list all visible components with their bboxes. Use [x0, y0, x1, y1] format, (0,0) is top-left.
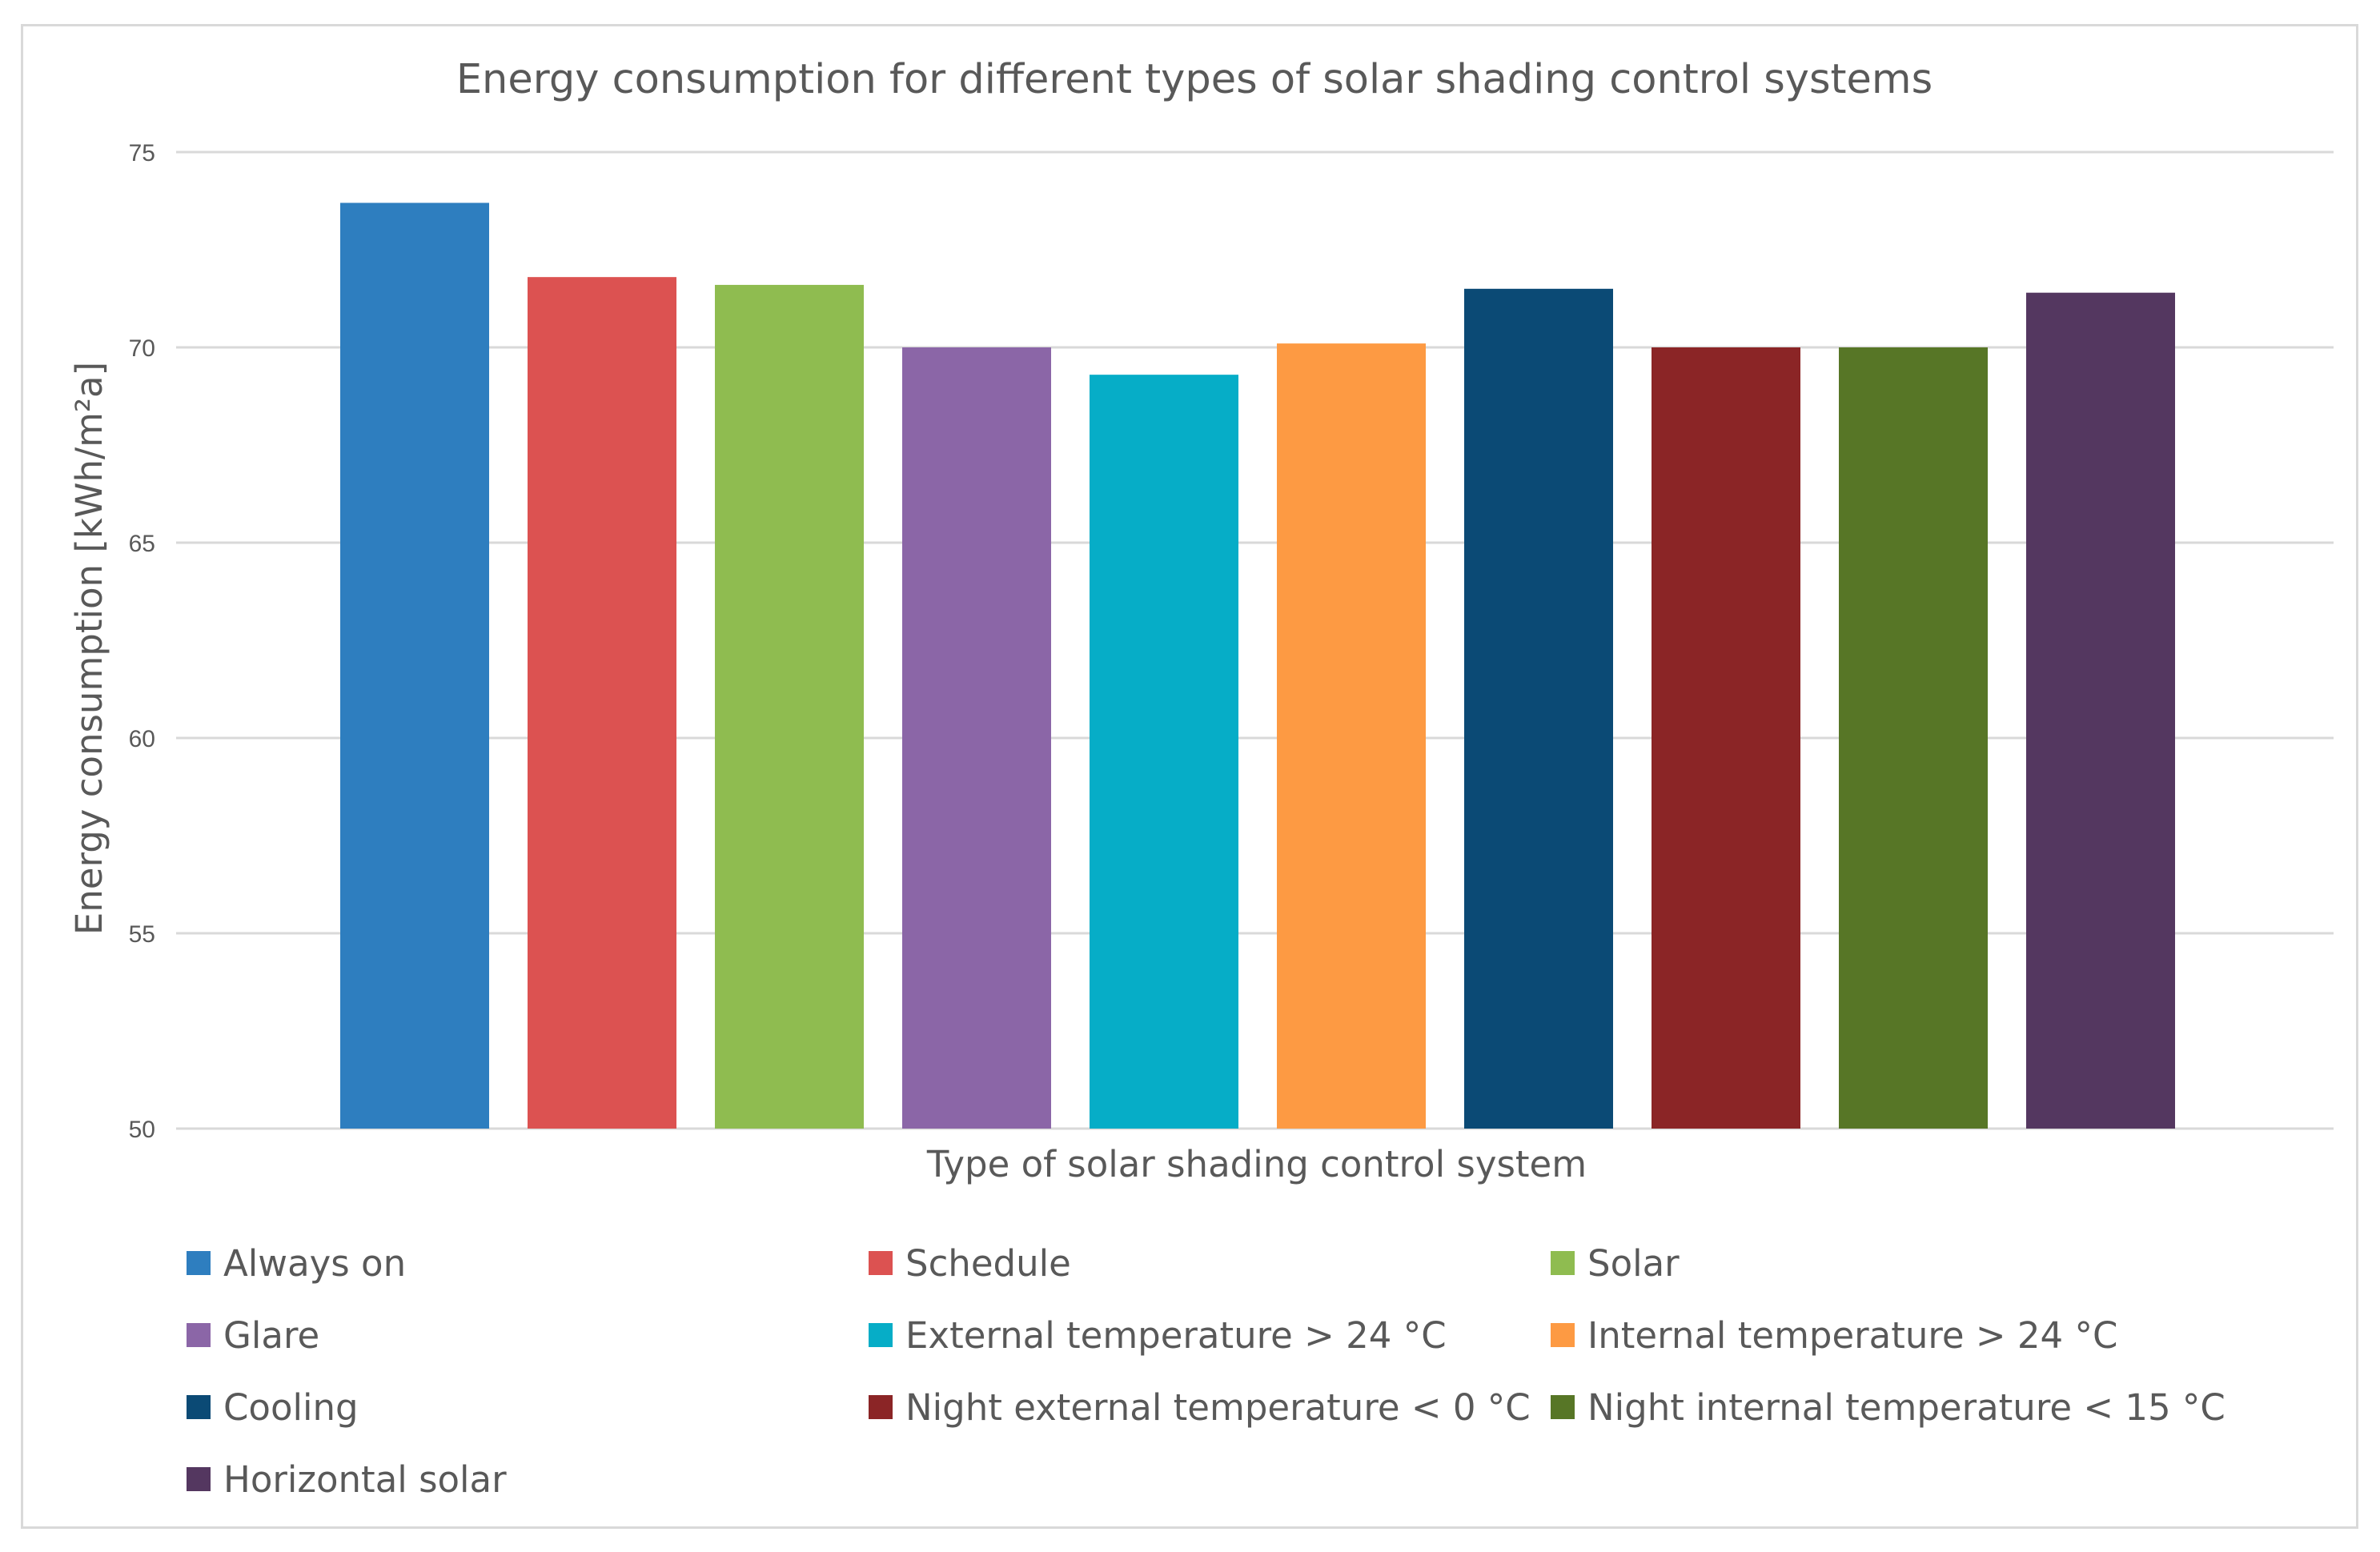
bar-7 [1464, 288, 1613, 1129]
y-axis-tick-labels: 50 55 60 65 70 75 [129, 140, 155, 1143]
legend-item: Cooling [187, 1386, 359, 1429]
y-tick-label: 70 [129, 335, 155, 362]
legend-label: Glare [223, 1314, 319, 1357]
bar-5 [1090, 375, 1238, 1129]
legend-item: Night internal temperature < 15 °C [1551, 1386, 2225, 1429]
bars [340, 203, 2175, 1129]
bar-4 [902, 347, 1051, 1129]
legend-label: Night internal temperature < 15 °C [1587, 1386, 2225, 1429]
bar-1 [340, 203, 489, 1129]
legend-item: External temperature > 24 °C [869, 1314, 1447, 1357]
legend-swatch [187, 1395, 211, 1419]
legend-label: Solar [1587, 1242, 1680, 1285]
legend-item: Night external temperature < 0 °C [869, 1386, 1531, 1429]
legend-swatch [869, 1323, 893, 1347]
y-tick-label: 75 [129, 140, 155, 166]
legend-swatch [869, 1395, 893, 1419]
bar-9 [1839, 347, 1988, 1129]
legend-label: Schedule [905, 1242, 1071, 1285]
legend-swatch [1551, 1251, 1575, 1275]
legend-swatch [1551, 1323, 1575, 1347]
y-axis-title: Energy consumption [kWh/m²a] [68, 362, 110, 935]
x-axis-title: Type of solar shading control system [926, 1143, 1587, 1185]
legend-label: Horizontal solar [223, 1458, 507, 1501]
legend-label: Always on [223, 1242, 406, 1285]
legend-label: Night external temperature < 0 °C [905, 1386, 1531, 1429]
y-tick-label: 65 [129, 531, 155, 557]
bar-10 [2026, 292, 2175, 1129]
legend-item: Always on [187, 1242, 406, 1285]
legend-item: Horizontal solar [187, 1458, 507, 1501]
bar-6 [1277, 343, 1426, 1129]
legend-item: Internal temperature > 24 °C [1551, 1314, 2117, 1357]
gridlines [176, 150, 2334, 1130]
y-tick-label: 55 [129, 921, 155, 948]
legend-swatch [187, 1323, 211, 1347]
y-tick-label: 50 [129, 1117, 155, 1143]
bar-3 [715, 284, 864, 1129]
legend-item: Glare [187, 1314, 319, 1357]
legend-label: External temperature > 24 °C [905, 1314, 1447, 1357]
legend-swatch [187, 1251, 211, 1275]
legend-label: Cooling [223, 1386, 359, 1429]
chart-title: Energy consumption for different types o… [456, 56, 1932, 103]
legend-item: Solar [1551, 1242, 1680, 1285]
legend-swatch [187, 1467, 211, 1491]
y-tick-label: 60 [129, 726, 155, 752]
legend: Always on Schedule Solar Glare External temp… [187, 1242, 2225, 1501]
legend-item: Schedule [869, 1242, 1071, 1285]
bar-8 [1652, 347, 1800, 1129]
legend-swatch [1551, 1395, 1575, 1419]
legend-label: Internal temperature > 24 °C [1587, 1314, 2117, 1357]
legend-swatch [869, 1251, 893, 1275]
bar-2 [528, 277, 676, 1129]
